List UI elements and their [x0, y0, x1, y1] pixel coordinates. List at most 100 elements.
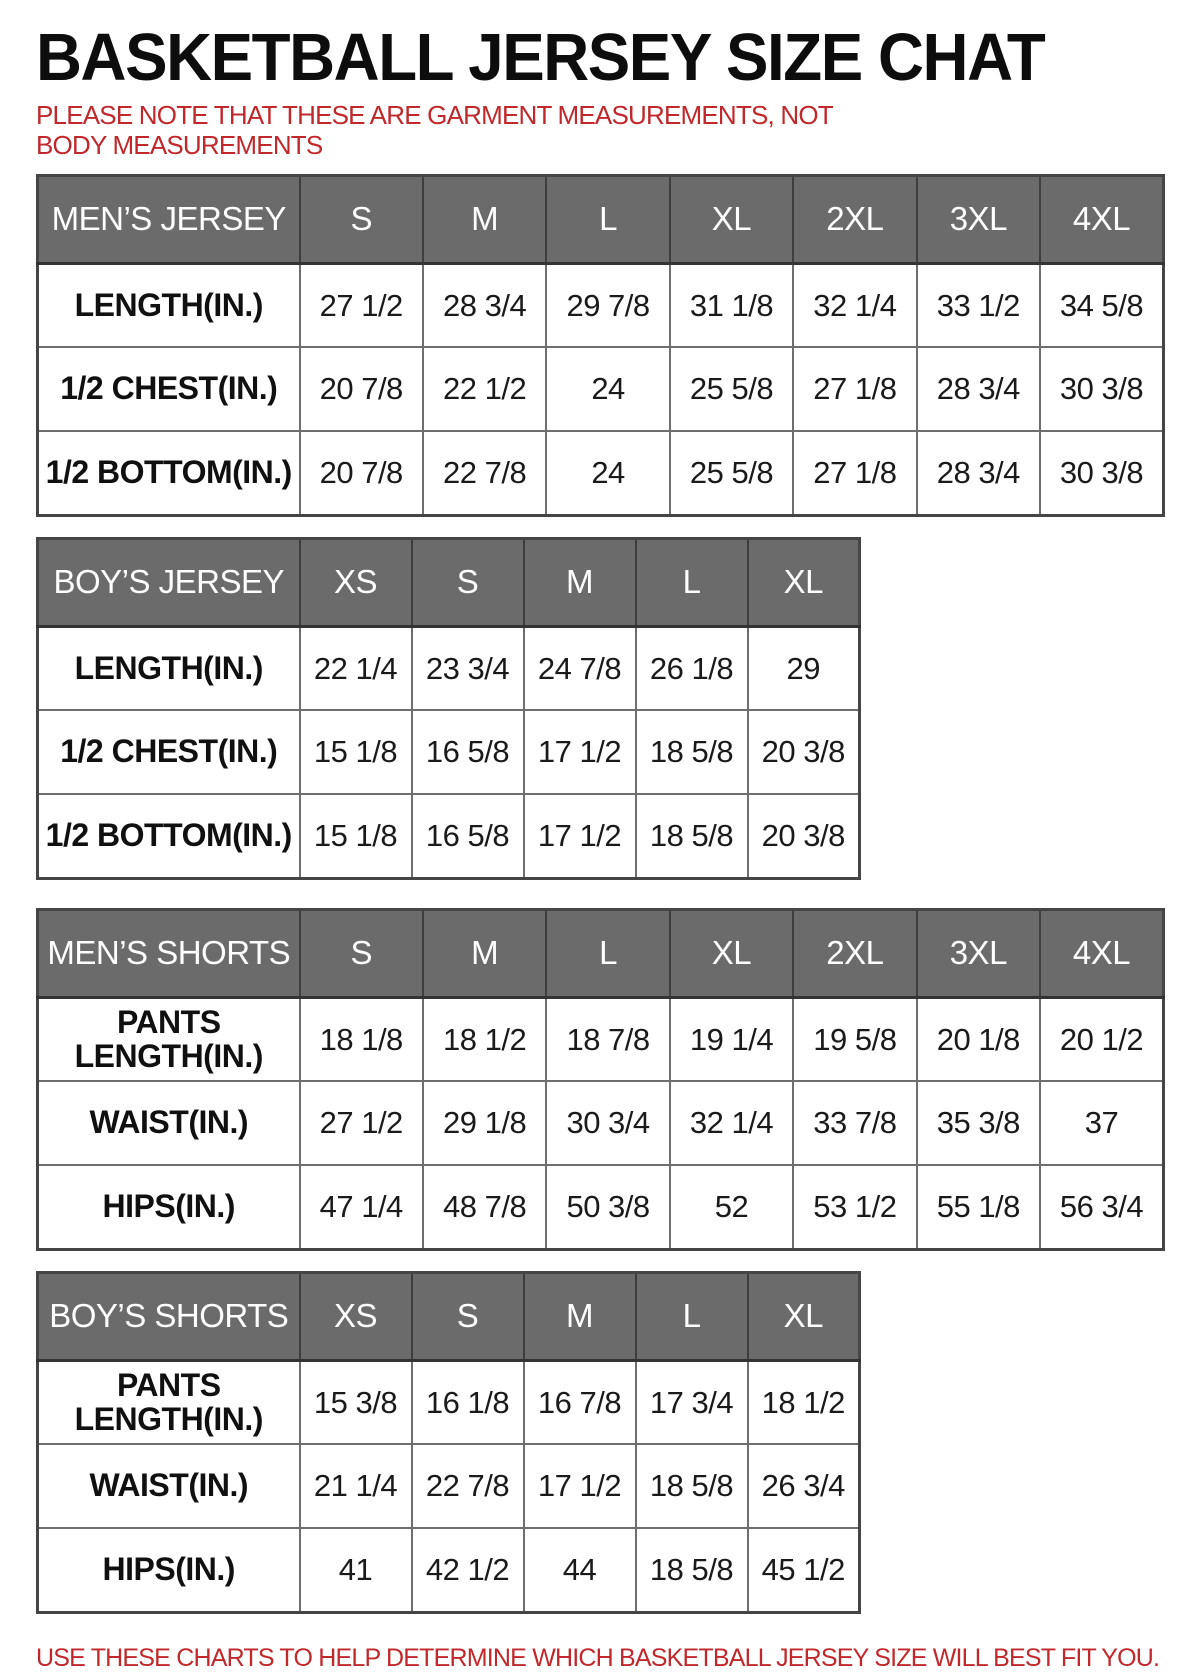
size-value-cell: 16 1/8: [410, 1359, 525, 1446]
size-value-cell: 22 1/4: [298, 625, 413, 712]
table-row: PANTS LENGTH(IN.) 18 1/8 18 1/2 18 7/8 19 1/…: [36, 996, 1165, 1083]
table-row: 1/2 BOTTOM(IN.) 15 1/8 16 5/8 17 1/2 18 5/8 2…: [36, 793, 861, 880]
size-value-cell: 22 7/8: [421, 430, 548, 517]
size-table-mens-shorts: MEN’S SHORTS S M L XL 2XL 3XL 4XL PANTS LENGTH(I…: [36, 907, 1166, 1251]
size-value-cell: 24: [545, 346, 671, 433]
page-title: BASKETBALL JERSEY SIZE CHAT: [36, 20, 1046, 95]
header-row: MEN’S JERSEY S M L XL 2XL 3XL 4XL: [36, 174, 1165, 265]
size-value-cell: 30 3/8: [1039, 346, 1165, 433]
size-header-cell: 3XL: [915, 174, 1042, 265]
size-header-cell: L: [545, 174, 671, 265]
size-value-cell: 18 1/2: [746, 1359, 861, 1446]
row-label-cell: 1/2 BOTTOM(IN.): [36, 793, 301, 880]
header-row: BOY’S SHORTS XS S M L XL: [36, 1271, 861, 1362]
size-header-cell: XL: [746, 537, 861, 628]
size-value-cell: 25 5/8: [668, 430, 795, 517]
table-row: WAIST(IN.) 27 1/2 29 1/8 30 3/4 32 1/4 33 7/8…: [36, 1080, 1165, 1167]
header-row: MEN’S SHORTS S M L XL 2XL 3XL 4XL: [36, 908, 1165, 999]
size-table-mens-jersey: MEN’S JERSEY S M L XL 2XL 3XL 4XL LENGTH(IN.) 27 …: [36, 173, 1166, 517]
size-value-cell: 18 1/8: [298, 996, 424, 1083]
size-value-cell: 20 1/2: [1039, 996, 1165, 1083]
row-label-cell: LENGTH(IN.): [36, 262, 301, 349]
size-table: BOY’S SHORTS XS S M L XL PANTS LENGTH(IN.) 15 3…: [36, 1270, 861, 1614]
size-value-cell: 17 1/2: [522, 1443, 637, 1530]
size-header-cell: M: [421, 908, 548, 999]
size-header-cell: XL: [746, 1271, 861, 1362]
size-value-cell: 25 5/8: [668, 346, 795, 433]
size-value-cell: 18 7/8: [545, 996, 671, 1083]
size-value-cell: 15 3/8: [298, 1359, 413, 1446]
table-row: LENGTH(IN.) 22 1/4 23 3/4 24 7/8 26 1/8 29: [36, 625, 861, 712]
size-header-cell: L: [634, 1271, 749, 1362]
size-value-cell: 18 5/8: [634, 1527, 749, 1614]
size-value-cell: 56 3/4: [1039, 1164, 1165, 1251]
table-row: 1/2 CHEST(IN.) 20 7/8 22 1/2 24 25 5/8 27 1/8…: [36, 346, 1165, 433]
size-value-cell: 18 1/2: [421, 996, 548, 1083]
size-value-cell: 29: [746, 625, 861, 712]
size-value-cell: 18 5/8: [634, 793, 749, 880]
size-header-cell: XL: [668, 174, 795, 265]
size-value-cell: 55 1/8: [915, 1164, 1042, 1251]
row-label-cell: PANTS LENGTH(IN.): [36, 1359, 301, 1446]
size-value-cell: 22 7/8: [410, 1443, 525, 1530]
table-row: WAIST(IN.) 21 1/4 22 7/8 17 1/2 18 5/8 26 3/4: [36, 1443, 861, 1530]
size-value-cell: 27 1/2: [298, 262, 424, 349]
row-label-cell: 1/2 CHEST(IN.): [36, 346, 301, 433]
size-value-cell: 31 1/8: [668, 262, 795, 349]
size-header-cell: S: [298, 908, 424, 999]
size-value-cell: 26 3/4: [746, 1443, 861, 1530]
size-value-cell: 16 7/8: [522, 1359, 637, 1446]
row-label-cell: WAIST(IN.): [36, 1080, 301, 1167]
row-label-cell: LENGTH(IN.): [36, 625, 301, 712]
size-value-cell: 19 5/8: [792, 996, 918, 1083]
size-table-boys-shorts: BOY’S SHORTS XS S M L XL PANTS LENGTH(IN.) 15 3…: [36, 1270, 1166, 1614]
size-value-cell: 32 1/4: [792, 262, 918, 349]
table-row: LENGTH(IN.) 27 1/2 28 3/4 29 7/8 31 1/8 32 1/…: [36, 262, 1165, 349]
row-label-cell: HIPS(IN.): [36, 1527, 301, 1614]
size-table: MEN’S JERSEY S M L XL 2XL 3XL 4XL LENGTH(IN.) 27 …: [36, 173, 1165, 517]
size-value-cell: 16 5/8: [410, 793, 525, 880]
row-label-cell: 1/2 BOTTOM(IN.): [36, 430, 301, 517]
garment-measurement-note: PLEASE NOTE THAT THESE ARE GARMENT MEASU…: [36, 100, 833, 160]
table-row: 1/2 CHEST(IN.) 15 1/8 16 5/8 17 1/2 18 5/8 20…: [36, 709, 861, 796]
size-value-cell: 20 1/8: [915, 996, 1042, 1083]
size-header-cell: 2XL: [792, 908, 918, 999]
size-value-cell: 23 3/4: [410, 625, 525, 712]
fit-advice-note: USE THESE CHARTS TO HELP DETERMINE WHICH…: [36, 1643, 1160, 1672]
size-value-cell: 35 3/8: [915, 1080, 1042, 1167]
size-value-cell: 28 3/4: [915, 430, 1042, 517]
size-value-cell: 34 5/8: [1039, 262, 1165, 349]
size-header-cell: S: [298, 174, 424, 265]
size-value-cell: 24 7/8: [522, 625, 637, 712]
size-value-cell: 15 1/8: [298, 709, 413, 796]
table-row: PANTS LENGTH(IN.) 15 3/8 16 1/8 16 7/8 17 3/…: [36, 1359, 861, 1446]
size-value-cell: 16 5/8: [410, 709, 525, 796]
size-value-cell: 53 1/2: [792, 1164, 918, 1251]
size-header-cell: XL: [668, 908, 795, 999]
size-value-cell: 24: [545, 430, 671, 517]
size-value-cell: 44: [522, 1527, 637, 1614]
size-value-cell: 47 1/4: [298, 1164, 424, 1251]
size-value-cell: 30 3/8: [1039, 430, 1165, 517]
size-value-cell: 37: [1039, 1080, 1165, 1167]
size-header-cell: S: [410, 1271, 525, 1362]
size-value-cell: 32 1/4: [668, 1080, 795, 1167]
size-value-cell: 18 5/8: [634, 709, 749, 796]
size-value-cell: 27 1/8: [792, 430, 918, 517]
table-row: HIPS(IN.) 41 42 1/2 44 18 5/8 45 1/2: [36, 1527, 861, 1614]
size-value-cell: 26 1/8: [634, 625, 749, 712]
size-table: BOY’S JERSEY XS S M L XL LENGTH(IN.) 22 1/4 23 3…: [36, 536, 861, 880]
size-header-cell: 2XL: [792, 174, 918, 265]
size-value-cell: 29 7/8: [545, 262, 671, 349]
size-value-cell: 18 5/8: [634, 1443, 749, 1530]
size-table: MEN’S SHORTS S M L XL 2XL 3XL 4XL PANTS LENGTH(I…: [36, 907, 1165, 1251]
size-header-cell: 4XL: [1039, 908, 1165, 999]
size-value-cell: 27 1/8: [792, 346, 918, 433]
size-header-cell: S: [410, 537, 525, 628]
size-value-cell: 17 1/2: [522, 709, 637, 796]
size-header-cell: M: [522, 1271, 637, 1362]
size-value-cell: 30 3/4: [545, 1080, 671, 1167]
size-value-cell: 28 3/4: [915, 346, 1042, 433]
size-header-cell: M: [522, 537, 637, 628]
